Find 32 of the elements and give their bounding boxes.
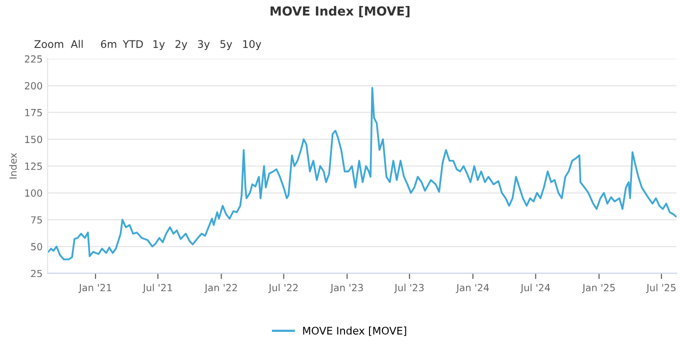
y-tick-label: 25 — [31, 270, 42, 278]
y-tick-label: 150 — [25, 136, 42, 144]
text: 10y — [243, 40, 262, 50]
y-tick-label: 75 — [31, 216, 42, 224]
text: 5y — [220, 40, 232, 50]
y-tick-label: 175 — [25, 109, 42, 116]
text: All — [70, 40, 83, 48]
x-tick-label: Jul '24 — [520, 284, 550, 294]
text: 3y — [198, 40, 210, 50]
chart-title: MOVE Index [MOVE] — [270, 6, 410, 18]
x-tick-label: Jul '23 — [394, 284, 424, 294]
x-tick-label: Jan '21 — [78, 284, 112, 294]
x-tick-label: Jul '21 — [142, 284, 172, 294]
line-series — [48, 86, 677, 260]
y-tick-label: 200 — [24, 82, 42, 90]
x-tick-label: Jul '22 — [268, 284, 298, 294]
y-tick-label: 125 — [25, 162, 42, 170]
text: Zoom — [34, 40, 64, 48]
legend-label: MOVE Index [MOVE] — [303, 326, 406, 336]
y-tick-label: 100 — [25, 189, 42, 197]
text: YTD — [122, 40, 143, 48]
text: 6m — [101, 40, 116, 48]
text: 2y — [176, 40, 188, 50]
text: 1y — [153, 40, 165, 50]
x-tick-label: Jan '25 — [582, 284, 615, 294]
y-tick-label: 50 — [31, 243, 42, 250]
x-tick-label: Jan '22 — [204, 284, 237, 294]
y-tick-label: 225 — [24, 55, 42, 63]
x-tick-label: Jan '24 — [456, 284, 489, 294]
y-axis-title: Index — [9, 153, 17, 179]
x-tick-label: Jan '23 — [330, 284, 363, 294]
x-tick-label: Jul '25 — [646, 284, 676, 294]
